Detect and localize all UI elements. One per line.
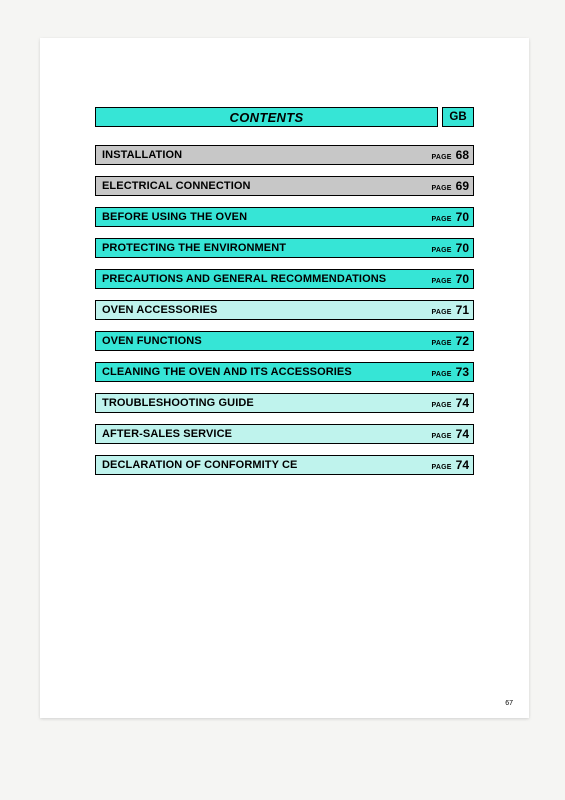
toc-title: OVEN ACCESSORIES <box>102 304 218 316</box>
toc-page-ref: PAGE 69 <box>432 179 469 193</box>
page-number-value: 70 <box>456 272 469 286</box>
page-label: PAGE <box>432 278 452 285</box>
page-label: PAGE <box>432 154 452 161</box>
toc-row[interactable]: OVEN FUNCTIONS PAGE 72 <box>95 331 474 351</box>
toc-row[interactable]: AFTER-SALES SERVICE PAGE 74 <box>95 424 474 444</box>
toc-title: BEFORE USING THE OVEN <box>102 211 247 223</box>
toc-page-ref: PAGE 70 <box>432 210 469 224</box>
page-number-value: 70 <box>456 241 469 255</box>
toc-row[interactable]: ELECTRICAL CONNECTION PAGE 69 <box>95 176 474 196</box>
toc-row[interactable]: OVEN ACCESSORIES PAGE 71 <box>95 300 474 320</box>
toc-page-ref: PAGE 74 <box>432 427 469 441</box>
toc-page-ref: PAGE 70 <box>432 272 469 286</box>
language-code: GB <box>442 107 474 127</box>
toc-page-ref: PAGE 74 <box>432 396 469 410</box>
page-number-value: 69 <box>456 179 469 193</box>
toc-page-ref: PAGE 68 <box>432 148 469 162</box>
toc-row[interactable]: TROUBLESHOOTING GUIDE PAGE 74 <box>95 393 474 413</box>
header-row: CONTENTS GB <box>95 107 474 127</box>
toc-title: PRECAUTIONS AND GENERAL RECOMMENDATIONS <box>102 273 386 285</box>
page-label: PAGE <box>432 216 452 223</box>
page-label: PAGE <box>432 247 452 254</box>
page-label: PAGE <box>432 402 452 409</box>
document-page: CONTENTS GB INSTALLATION PAGE 68 ELECTRICAL… <box>40 38 529 718</box>
contents-heading: CONTENTS <box>95 107 438 127</box>
toc-title: AFTER-SALES SERVICE <box>102 428 232 440</box>
page-number-value: 74 <box>456 427 469 441</box>
page-label: PAGE <box>432 464 452 471</box>
page-label: PAGE <box>432 433 452 440</box>
toc-row[interactable]: PROTECTING THE ENVIRONMENT PAGE 70 <box>95 238 474 258</box>
toc-title: ELECTRICAL CONNECTION <box>102 180 251 192</box>
toc-row[interactable]: DECLARATION OF CONFORMITY CE PAGE 74 <box>95 455 474 475</box>
toc-title: OVEN FUNCTIONS <box>102 335 202 347</box>
toc-title: DECLARATION OF CONFORMITY CE <box>102 459 298 471</box>
page-label: PAGE <box>432 371 452 378</box>
page-label: PAGE <box>432 340 452 347</box>
page-number-value: 73 <box>456 365 469 379</box>
toc-title: TROUBLESHOOTING GUIDE <box>102 397 254 409</box>
toc-page-ref: PAGE 74 <box>432 458 469 472</box>
toc-list: INSTALLATION PAGE 68 ELECTRICAL CONNECTION P… <box>95 145 474 475</box>
page-number-value: 71 <box>456 303 469 317</box>
toc-row[interactable]: BEFORE USING THE OVEN PAGE 70 <box>95 207 474 227</box>
toc-page-ref: PAGE 73 <box>432 365 469 379</box>
toc-title: CLEANING THE OVEN AND ITS ACCESSORIES <box>102 366 352 378</box>
content-area: CONTENTS GB INSTALLATION PAGE 68 ELECTRICAL… <box>40 38 529 475</box>
toc-row[interactable]: CLEANING THE OVEN AND ITS ACCESSORIES PAG… <box>95 362 474 382</box>
page-number-value: 68 <box>456 148 469 162</box>
toc-title: PROTECTING THE ENVIRONMENT <box>102 242 286 254</box>
toc-row[interactable]: INSTALLATION PAGE 68 <box>95 145 474 165</box>
toc-title: INSTALLATION <box>102 149 182 161</box>
page-number-value: 74 <box>456 458 469 472</box>
page-number-value: 72 <box>456 334 469 348</box>
page-number-value: 74 <box>456 396 469 410</box>
page-number-value: 70 <box>456 210 469 224</box>
toc-row[interactable]: PRECAUTIONS AND GENERAL RECOMMENDATIONS P… <box>95 269 474 289</box>
toc-page-ref: PAGE 72 <box>432 334 469 348</box>
page-number: 67 <box>505 700 513 707</box>
page-label: PAGE <box>432 309 452 316</box>
page-label: PAGE <box>432 185 452 192</box>
toc-page-ref: PAGE 70 <box>432 241 469 255</box>
toc-page-ref: PAGE 71 <box>432 303 469 317</box>
